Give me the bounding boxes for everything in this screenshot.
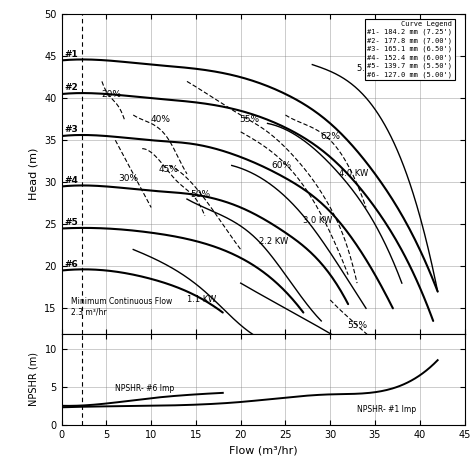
Text: #1: #1 — [64, 50, 78, 59]
Text: 3.0 KW: 3.0 KW — [303, 216, 333, 225]
Text: Minimum Continuous Flow
2.3 m³/hr: Minimum Continuous Flow 2.3 m³/hr — [71, 297, 172, 317]
Text: 4.0 KW: 4.0 KW — [339, 169, 368, 178]
Text: 2.2 KW: 2.2 KW — [259, 236, 288, 245]
Text: 5.5 KW: 5.5 KW — [357, 64, 386, 73]
Text: #4: #4 — [64, 176, 78, 185]
Y-axis label: NPSHR (m): NPSHR (m) — [29, 352, 39, 406]
Text: #2: #2 — [64, 84, 78, 93]
Text: 45%: 45% — [159, 165, 179, 174]
Text: #5: #5 — [64, 218, 78, 227]
Text: #6: #6 — [64, 260, 78, 269]
Text: 20%: 20% — [101, 90, 121, 99]
X-axis label: Flow (m³/hr): Flow (m³/hr) — [229, 445, 297, 455]
Y-axis label: Head (m): Head (m) — [29, 148, 39, 200]
Text: 1.1 KW: 1.1 KW — [187, 295, 216, 304]
Text: Curve Legend
#1- 184.2 mm (7.25')
#2- 177.8 mm (7.00')
#3- 165.1 mm (6.50')
#4- : Curve Legend #1- 184.2 mm (7.25') #2- 17… — [367, 21, 452, 77]
Text: 1.5 KW: 1.5 KW — [321, 342, 350, 351]
Text: 55%: 55% — [347, 320, 367, 329]
Text: 55%: 55% — [239, 115, 260, 124]
Text: #3: #3 — [64, 126, 78, 135]
Text: 50%: 50% — [191, 190, 210, 199]
Text: 40%: 40% — [150, 115, 170, 124]
Text: NPSHR- #6 Imp: NPSHR- #6 Imp — [115, 384, 174, 393]
Text: NPSHR- #1 Imp: NPSHR- #1 Imp — [357, 405, 416, 414]
Text: 60%: 60% — [271, 161, 291, 170]
Text: 30%: 30% — [118, 174, 139, 183]
Text: 62%: 62% — [320, 132, 340, 141]
